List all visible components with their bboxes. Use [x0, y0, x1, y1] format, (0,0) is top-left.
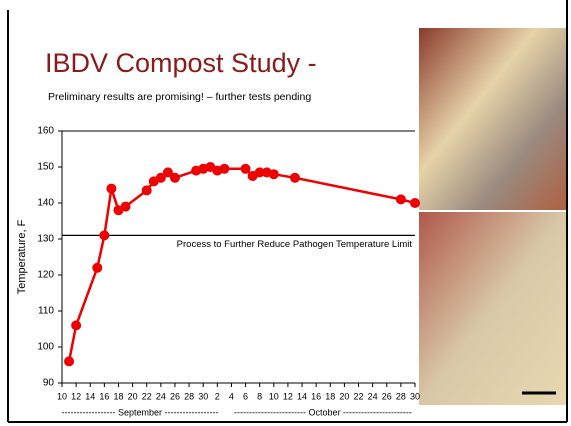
- data-point: [64, 356, 74, 366]
- x-tick-label: 16: [311, 391, 321, 401]
- x-tick-label: 16: [99, 391, 109, 401]
- x-tick-label: 22: [142, 391, 152, 401]
- data-point: [170, 173, 180, 183]
- y-tick-label: 90: [43, 378, 55, 389]
- y-tick-label: 140: [37, 198, 54, 209]
- x-tick-label: 6: [243, 391, 248, 401]
- photo: [419, 212, 566, 405]
- x-tick-label: 14: [297, 391, 307, 401]
- y-axis-label: Temperature, F: [16, 219, 28, 294]
- y-tick-label: 100: [37, 342, 54, 353]
- data-point: [241, 164, 251, 174]
- x-group-label: ------------------ September -----------…: [62, 407, 219, 417]
- x-tick-label: 28: [396, 391, 406, 401]
- x-tick-label: 2: [215, 391, 220, 401]
- x-tick-label: 26: [382, 391, 392, 401]
- data-point: [92, 263, 102, 273]
- title: IBDV Compost Study -: [45, 48, 317, 78]
- x-tick-label: 18: [113, 391, 123, 401]
- data-point: [290, 173, 300, 183]
- annotation: Process to Further Reduce Pathogen Tempe…: [177, 239, 413, 250]
- x-tick-label: 10: [269, 391, 279, 401]
- data-point: [142, 185, 152, 195]
- x-tick-label: 30: [410, 391, 420, 401]
- x-tick-label: 20: [339, 391, 349, 401]
- x-tick-label: 20: [128, 391, 138, 401]
- x-tick-label: 10: [57, 391, 67, 401]
- y-tick-label: 110: [38, 306, 54, 317]
- slide: IBDV Compost Study - Preliminary results…: [0, 0, 571, 426]
- x-tick-label: 26: [170, 391, 180, 401]
- data-point: [410, 198, 420, 208]
- photo: [419, 28, 566, 210]
- x-tick-label: 28: [184, 391, 194, 401]
- x-tick-label: 24: [156, 391, 166, 401]
- series-line: [69, 167, 415, 361]
- data-point: [121, 202, 131, 212]
- y-tick-label: 120: [37, 270, 54, 281]
- data-point: [71, 320, 81, 330]
- y-tick-label: 160: [37, 126, 54, 137]
- data-point: [219, 164, 229, 174]
- subtitle: Preliminary results are promising! – fur…: [48, 91, 311, 103]
- data-point: [106, 184, 116, 194]
- x-group-label: ------------------------ October -------…: [234, 407, 412, 417]
- data-point: [396, 194, 406, 204]
- x-tick-label: 22: [354, 391, 364, 401]
- x-tick-label: 4: [229, 391, 234, 401]
- y-tick-label: 150: [37, 162, 54, 173]
- x-tick-label: 30: [198, 391, 208, 401]
- x-tick-label: 14: [85, 391, 95, 401]
- x-tick-label: 24: [368, 391, 378, 401]
- x-tick-label: 12: [283, 391, 293, 401]
- x-tick-label: 18: [325, 391, 335, 401]
- data-point: [99, 230, 109, 240]
- y-tick-label: 130: [37, 234, 54, 245]
- data-point: [269, 169, 279, 179]
- x-tick-label: 8: [257, 391, 262, 401]
- x-tick-label: 12: [71, 391, 81, 401]
